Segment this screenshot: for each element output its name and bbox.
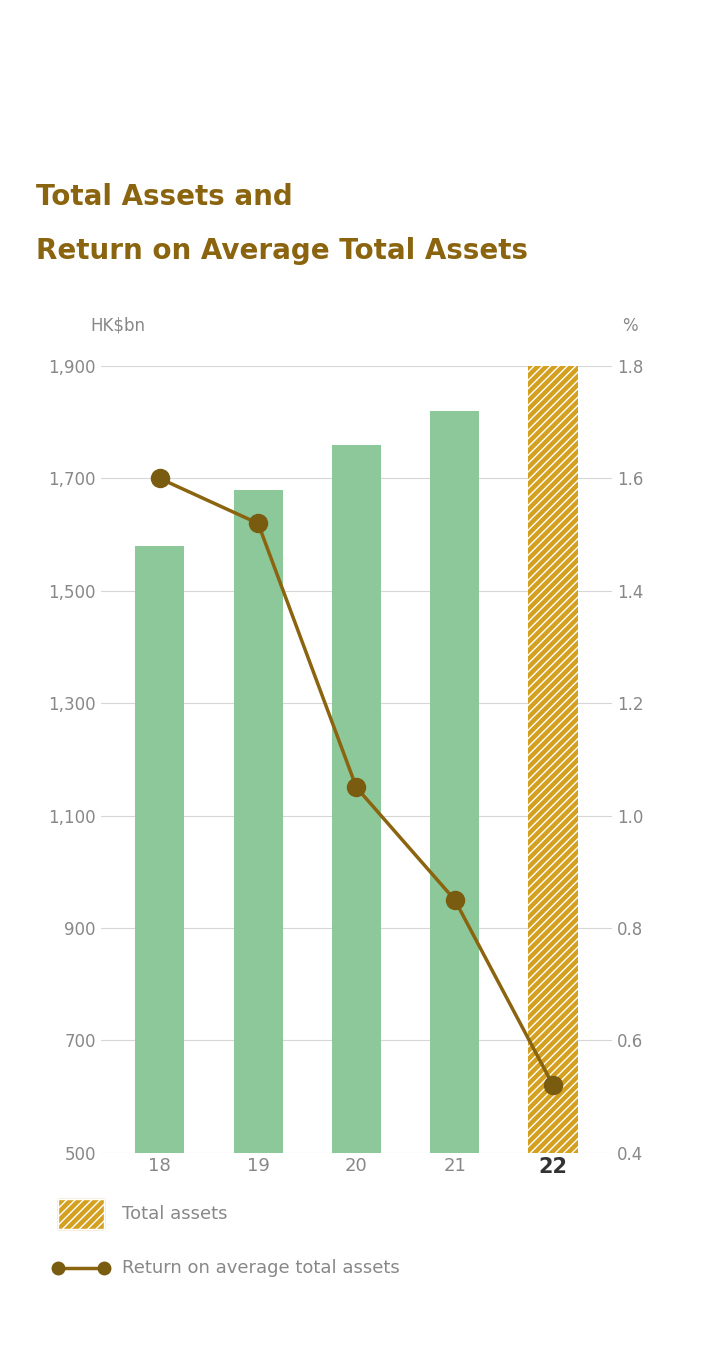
Bar <box>528 366 577 1153</box>
Text: HK$bn: HK$bn <box>91 317 145 335</box>
Text: Total assets: Total assets <box>122 1204 228 1223</box>
Bar <box>430 411 480 1153</box>
Text: Return on Average Total Assets: Return on Average Total Assets <box>36 237 528 266</box>
Bar <box>332 445 381 1153</box>
Bar <box>135 546 184 1153</box>
Bar <box>528 366 577 1153</box>
Bar <box>233 490 283 1153</box>
Text: Return on average total assets: Return on average total assets <box>122 1258 400 1277</box>
Text: %: % <box>622 317 638 335</box>
Text: Total Assets and: Total Assets and <box>36 183 293 212</box>
